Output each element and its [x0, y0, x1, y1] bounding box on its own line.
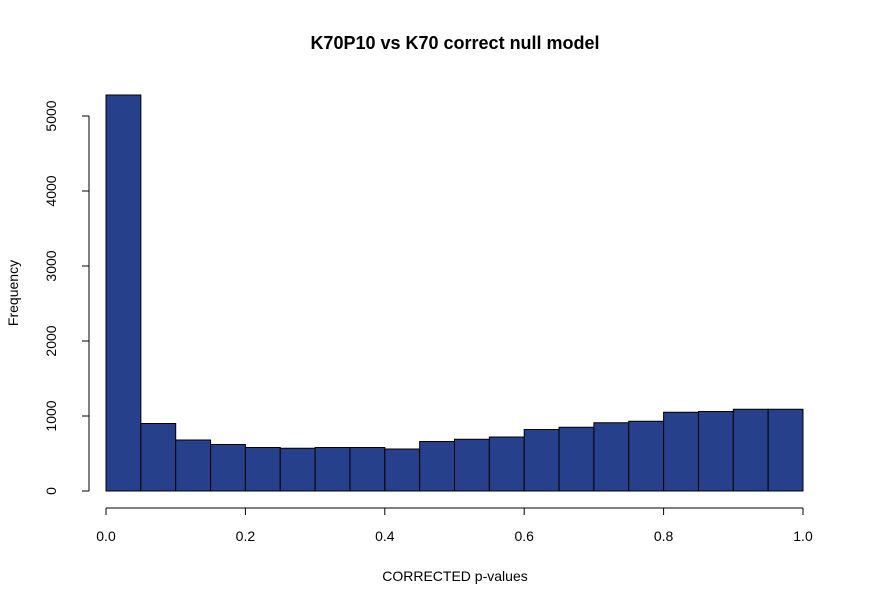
- x-axis-label: CORRECTED p-values: [382, 568, 527, 584]
- histogram-bars: [105, 94, 804, 492]
- x-tick-label: 0.4: [375, 528, 395, 544]
- x-tick-label: 0.2: [236, 528, 256, 544]
- histogram-bar: [279, 447, 316, 492]
- histogram-bar: [697, 411, 734, 492]
- y-tick-label: 5000: [43, 100, 59, 131]
- histogram-bar: [175, 439, 212, 492]
- histogram-bar: [244, 447, 281, 492]
- histogram-bar: [523, 429, 560, 492]
- y-tick-label: 4000: [43, 175, 59, 206]
- histogram-bar: [384, 448, 421, 492]
- histogram-bar: [558, 426, 595, 492]
- histogram-bar: [349, 447, 386, 492]
- histogram-bar: [140, 423, 177, 492]
- x-tick-label: 0.6: [514, 528, 534, 544]
- y-axis-label: Frequency: [5, 260, 21, 326]
- y-tick-label: 1000: [43, 400, 59, 431]
- histogram-bar: [593, 422, 630, 492]
- histogram-bar: [454, 438, 490, 492]
- histogram-bar: [663, 411, 699, 492]
- y-tick-label: 3000: [43, 250, 59, 281]
- x-axis: 0.0 0.2 0.4 0.6 0.8 1.0: [96, 507, 813, 544]
- x-tick-label: 1.0: [793, 528, 813, 544]
- histogram-bar: [732, 408, 769, 492]
- y-tick-label: 0: [43, 487, 59, 495]
- x-tick-label: 0.8: [654, 528, 674, 544]
- x-tick-label: 0.0: [96, 528, 116, 544]
- chart-title: K70P10 vs K70 correct null model: [310, 33, 599, 53]
- histogram-bar: [488, 436, 525, 492]
- histogram-bar: [314, 447, 351, 492]
- y-axis: 0 1000 2000 3000 4000 5000: [43, 100, 90, 495]
- histogram-bar: [210, 444, 246, 492]
- histogram-bar: [767, 408, 804, 492]
- histogram-bar: [628, 420, 665, 492]
- histogram-bar: [105, 94, 142, 492]
- y-tick-label: 2000: [43, 325, 59, 356]
- histogram-bar: [419, 441, 455, 492]
